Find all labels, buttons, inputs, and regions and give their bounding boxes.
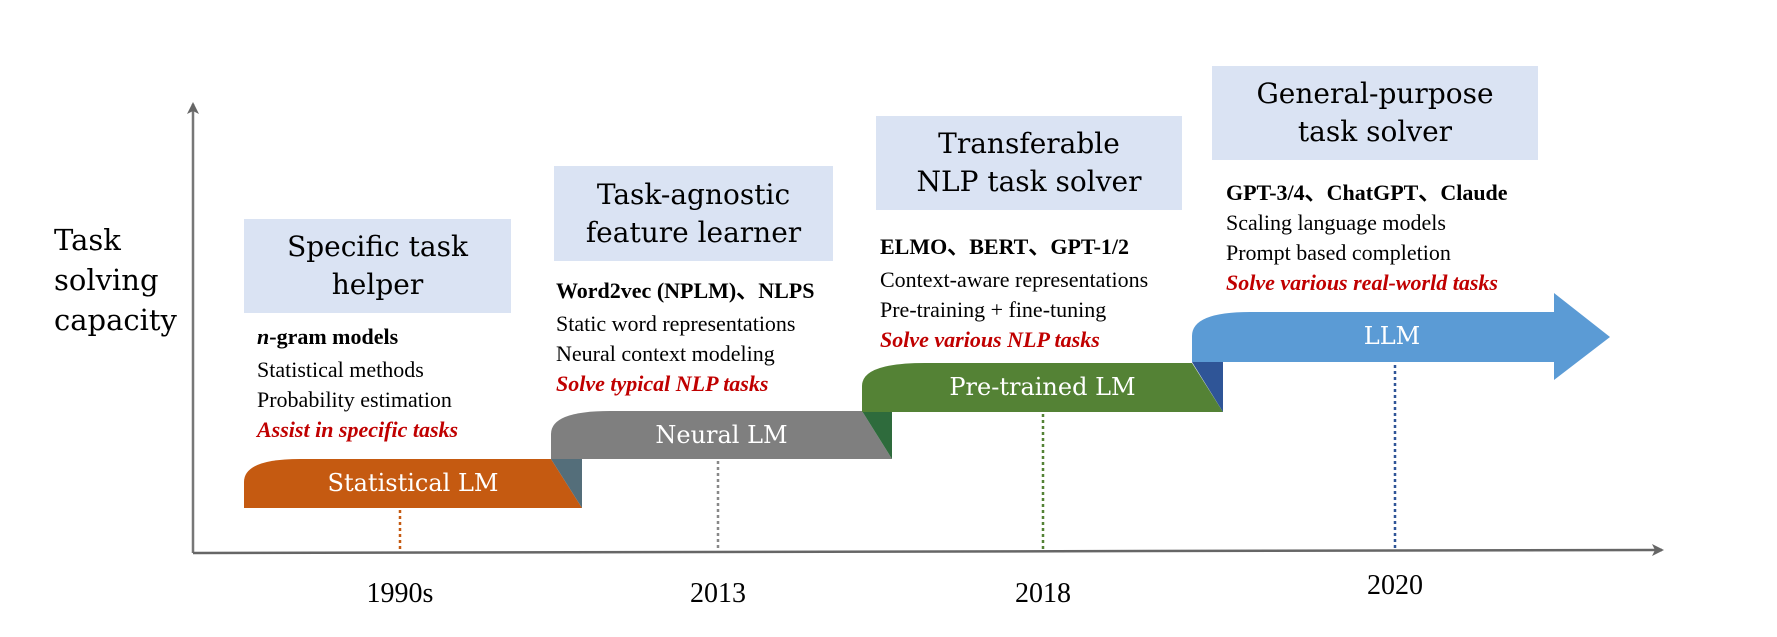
stage-feature: Context-aware representations bbox=[880, 267, 1149, 292]
stage-desc-4: GPT-3/4、ChatGPT、Claude Scaling language … bbox=[1226, 178, 1508, 298]
bar-llm-arrow bbox=[1192, 293, 1610, 380]
stage-title: Specific task bbox=[287, 230, 468, 263]
stage-title: Task-agnostic bbox=[596, 177, 791, 211]
stage-title-box-3: Transferable NLP task solver bbox=[876, 116, 1182, 210]
bar-label-neural-lm: Neural LM bbox=[655, 421, 788, 449]
bar-label-llm: LLM bbox=[1363, 322, 1421, 350]
stage-models: n-gram models bbox=[257, 322, 458, 352]
stage-feature: Probability estimation bbox=[257, 387, 452, 412]
year-label-2018: 2018 bbox=[1015, 578, 1071, 609]
stage-goal: Solve various real-world tasks bbox=[1226, 270, 1498, 295]
joint-pretrained-llm bbox=[1192, 362, 1223, 412]
models-text: -gram models bbox=[269, 324, 399, 349]
year-label-2020: 2020 bbox=[1367, 570, 1423, 601]
y-label-line: solving bbox=[54, 263, 159, 297]
stage-feature: Pre-training + fine-tuning bbox=[880, 297, 1107, 322]
stage-models: ELMO、BERT、GPT-1/2 bbox=[880, 234, 1130, 259]
stage-goal: Assist in specific tasks bbox=[257, 417, 459, 442]
year-label-1990s: 1990s bbox=[366, 578, 434, 609]
stage-feature: Statistical methods bbox=[257, 357, 424, 382]
stage-models: Word2vec (NPLM)、NLPS bbox=[556, 278, 815, 303]
bar-neural-lm bbox=[551, 411, 892, 459]
y-axis-label: Task solving capacity bbox=[54, 220, 177, 340]
stage-models: GPT-3/4、ChatGPT、Claude bbox=[1226, 180, 1508, 205]
stage-feature: Neural context modeling bbox=[556, 341, 775, 366]
stage-title: task solver bbox=[1297, 115, 1453, 148]
stage-desc-1: n-gram models Statistical methods Probab… bbox=[257, 322, 458, 445]
bar-statistical-lm bbox=[244, 459, 582, 508]
stage-desc-3: ELMO、BERT、GPT-1/2 Context-aware represen… bbox=[880, 232, 1148, 355]
stage-title: NLP task solver bbox=[916, 165, 1142, 198]
stage-title-box-2: Task-agnostic feature learner bbox=[554, 166, 833, 261]
stage-feature: Static word representations bbox=[556, 311, 796, 336]
bar-label-statistical-lm: Statistical LM bbox=[327, 469, 499, 497]
stage-goal: Solve typical NLP tasks bbox=[556, 371, 769, 396]
stage-title: Transferable bbox=[938, 127, 1120, 160]
italic-n: n bbox=[257, 324, 270, 349]
y-label-line: Task bbox=[54, 223, 121, 257]
stage-title-box-4: General-purpose task solver bbox=[1212, 66, 1538, 160]
joint-statistical-neural bbox=[551, 459, 582, 508]
stage-title: General-purpose bbox=[1256, 77, 1494, 110]
x-axis bbox=[192, 544, 1664, 557]
year-label-2013: 2013 bbox=[690, 578, 746, 609]
y-label-line: capacity bbox=[54, 303, 177, 337]
stage-title-box-1: Specific task helper bbox=[244, 219, 511, 313]
stage-title: feature learner bbox=[585, 215, 802, 249]
joint-neural-pretrained bbox=[862, 411, 892, 459]
stage-goal: Solve various NLP tasks bbox=[880, 327, 1100, 352]
stage-desc-2: Word2vec (NPLM)、NLPS Static word represe… bbox=[556, 276, 814, 399]
stage-feature: Scaling language models bbox=[1226, 210, 1446, 235]
bar-pretrained-lm bbox=[862, 363, 1223, 412]
stage-feature: Prompt based completion bbox=[1226, 240, 1451, 265]
bar-label-pretrained-lm: Pre-trained LM bbox=[949, 373, 1136, 401]
stage-title: helper bbox=[331, 268, 424, 301]
